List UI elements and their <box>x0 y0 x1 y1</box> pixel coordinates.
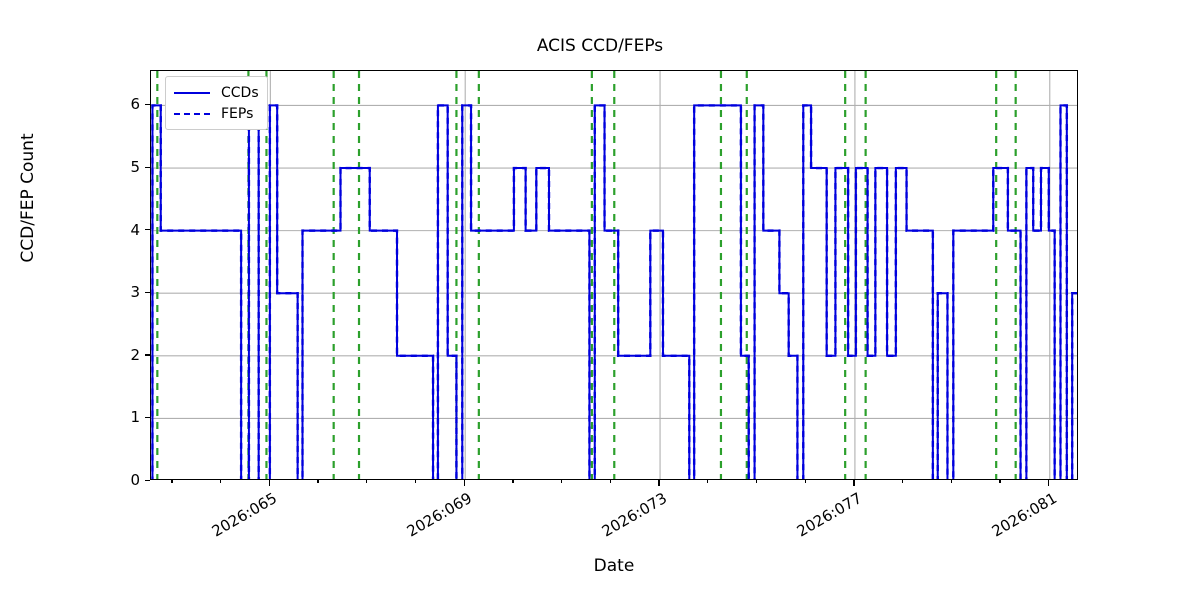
y-tick-mark <box>145 166 150 168</box>
y-tick-label: 2 <box>130 345 140 364</box>
plot-area: CCDs FEPs <box>150 70 1078 480</box>
x-tick-mark-minor <box>609 480 611 484</box>
x-tick-label: 2026:069 <box>403 489 476 541</box>
x-tick-mark-major <box>1048 480 1050 486</box>
x-tick-mark-minor <box>414 480 417 484</box>
x-tick-mark-minor <box>950 480 952 484</box>
legend-label-ccds: CCDs <box>221 84 259 101</box>
legend-item-ccds[interactable]: CCDs <box>172 82 259 103</box>
x-tick-mark-major <box>268 480 270 486</box>
y-tick-mark <box>145 479 150 481</box>
y-tick-label: 5 <box>130 158 140 177</box>
x-tick-label: 2026:073 <box>598 489 671 541</box>
x-tick-mark-minor <box>512 480 514 484</box>
x-tick-mark-minor <box>901 480 904 484</box>
x-tick-label: 2026:065 <box>209 489 281 541</box>
x-tick-mark-major <box>853 480 855 486</box>
y-tick-label: 3 <box>130 283 140 302</box>
y-tick-mark <box>145 354 150 356</box>
x-tick-mark-minor <box>804 480 806 484</box>
y-tick-label: 0 <box>130 471 140 489</box>
y-axis-label: CCD/FEP Count <box>18 133 38 263</box>
chart-canvas <box>151 71 1077 479</box>
chart-title: ACIS CCD/FEPs <box>536 36 664 56</box>
y-tick-mark <box>145 229 150 231</box>
x-tick-mark-major <box>658 480 660 486</box>
x-tick-mark-minor <box>999 480 1001 484</box>
x-tick-mark-minor <box>219 480 222 484</box>
chart-legend[interactable]: CCDs FEPs <box>165 76 268 130</box>
ccds-series-line <box>151 104 1077 479</box>
y-tick-label: 6 <box>130 95 140 114</box>
x-tick-mark-minor <box>755 480 758 484</box>
gridlines <box>151 71 1077 479</box>
x-tick-mark-minor <box>366 480 368 484</box>
x-tick-mark-major <box>463 480 465 486</box>
legend-label-feps: FEPs <box>221 105 254 122</box>
y-tick-mark <box>145 416 150 419</box>
legend-swatch-dashed-line-icon <box>172 108 212 120</box>
y-tick-mark <box>145 291 150 293</box>
x-tick-mark-minor <box>317 480 319 484</box>
x-tick-mark-minor <box>707 480 709 484</box>
y-tick-label: 4 <box>130 220 140 239</box>
legend-item-feps[interactable]: FEPs <box>172 103 259 124</box>
legend-swatch-solid-line-icon <box>172 87 212 99</box>
y-tick-label: 1 <box>130 408 140 427</box>
x-tick-mark-minor <box>560 480 563 484</box>
x-axis-label: Date <box>593 556 635 576</box>
x-tick-mark-minor <box>171 480 173 484</box>
x-tick-label: 2026:081 <box>988 489 1060 541</box>
y-tick-mark <box>145 103 150 106</box>
x-tick-label: 2026:077 <box>793 489 865 541</box>
